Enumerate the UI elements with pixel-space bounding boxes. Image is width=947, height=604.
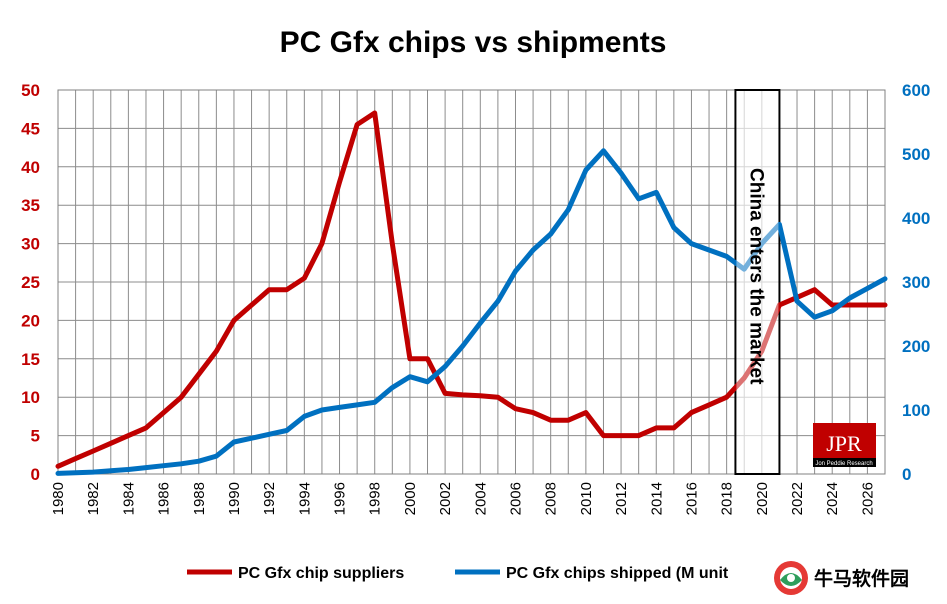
- x-axis: 1980 1982 1984 1986 1988 1990 1992 1994 1996 1998…: [50, 482, 876, 515]
- highlight-veil: [736, 91, 779, 473]
- y-left-tick-label: 0: [31, 465, 40, 484]
- plot-frame: [57, 89, 886, 475]
- x-tick-label: 2008: [543, 482, 560, 515]
- y-left-tick-label: 15: [21, 350, 40, 369]
- x-tick-label: 2022: [789, 482, 806, 515]
- watermark: 牛马软件园: [774, 561, 909, 595]
- x-tick-label: 1982: [85, 482, 102, 515]
- chart-title: PC Gfx chips vs shipments: [280, 26, 667, 59]
- series-line-0: [55, 110, 888, 469]
- highlight-label: China enters the market: [745, 168, 766, 385]
- x-tick-label: 2026: [859, 482, 876, 515]
- x-tick-label: 1988: [191, 482, 208, 515]
- jpr-logo-subtitle: Jon Peddie Research: [815, 461, 872, 467]
- y-left-tick-label: 20: [21, 311, 40, 330]
- y-left-tick-label: 35: [21, 196, 40, 215]
- x-tick-label: 2010: [578, 482, 595, 515]
- y-left-tick-label: 10: [21, 388, 40, 407]
- y-right-tick-label: 600: [902, 81, 930, 100]
- x-tick-label: 2014: [648, 482, 665, 515]
- y-left-tick-label: 30: [21, 235, 40, 254]
- x-tick-label: 2002: [437, 482, 454, 515]
- x-tick-label: 1990: [226, 482, 243, 515]
- watermark-icon: [774, 561, 808, 595]
- y-right-tick-label: 500: [902, 145, 930, 164]
- x-tick-label: 2006: [507, 482, 524, 515]
- x-tick-label: 1994: [296, 482, 313, 515]
- y-left-tick-label: 5: [31, 427, 40, 446]
- x-tick-label: 1980: [50, 482, 67, 515]
- jpr-logo: JPR Jon Peddie Research: [813, 423, 876, 467]
- x-tick-label: 2020: [754, 482, 771, 515]
- x-tick-label: 2024: [824, 482, 841, 515]
- legend-label-shipped: PC Gfx chips shipped (M unit: [506, 565, 729, 582]
- y-right-tick-label: 300: [902, 273, 930, 292]
- x-tick-label: 1996: [332, 482, 349, 515]
- y-left-tick-label: 25: [21, 273, 40, 292]
- legend-label-suppliers: PC Gfx chip suppliers: [238, 565, 404, 582]
- x-tick-label: 2018: [719, 482, 736, 515]
- x-tick-label: 2004: [472, 482, 489, 515]
- left-axis: 0 5 10 15 20 25 30 35 40 45 50: [21, 81, 40, 484]
- x-tick-label: 1986: [156, 482, 173, 515]
- x-tick-label: 1984: [120, 482, 137, 515]
- y-left-tick-label: 45: [21, 119, 40, 138]
- y-left-tick-label: 50: [21, 81, 40, 100]
- y-right-tick-label: 100: [902, 401, 930, 420]
- y-left-tick-label: 40: [21, 158, 40, 177]
- watermark-text: 牛马软件园: [814, 567, 909, 590]
- x-tick-label: 1992: [261, 482, 278, 515]
- series-layer: [55, 110, 888, 476]
- y-right-tick-label: 200: [902, 337, 930, 356]
- legend: PC Gfx chip suppliers PC Gfx chips shipp…: [187, 565, 729, 582]
- x-tick-label: 1998: [367, 482, 384, 515]
- jpr-logo-text: JPR: [826, 431, 862, 456]
- x-tick-label: 2016: [683, 482, 700, 515]
- y-right-tick-label: 400: [902, 209, 930, 228]
- x-tick-label: 2012: [613, 482, 630, 515]
- highlight-box: [734, 89, 781, 475]
- x-tick-label: 2000: [402, 482, 419, 515]
- right-axis: 0 100 200 300 400 500 600: [902, 81, 930, 484]
- series-line-1: [55, 148, 888, 476]
- y-right-tick-label: 0: [902, 465, 911, 484]
